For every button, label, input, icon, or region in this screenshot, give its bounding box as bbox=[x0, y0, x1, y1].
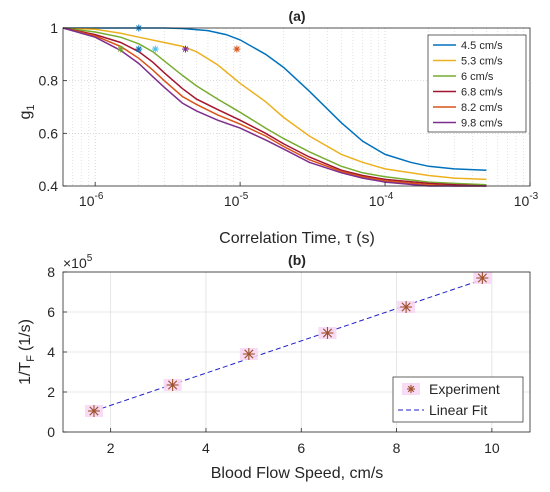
experiment-point bbox=[163, 379, 182, 391]
x-tick-label-a: 10-6 bbox=[79, 191, 104, 209]
x-tick-label-b: 4 bbox=[202, 440, 210, 456]
legend-label: 6.8 cm/s bbox=[461, 87, 503, 99]
marker-star bbox=[87, 405, 100, 417]
ticks-b: 2 4 6 8 10 0 2 4 6 8 bbox=[47, 264, 500, 456]
ylabel-b-main: 1/T bbox=[17, 362, 34, 385]
y-tick-label-a: 1 bbox=[50, 20, 58, 36]
y-tick-label-a: 0.8 bbox=[39, 73, 59, 89]
x-tick-label-a: 10-5 bbox=[224, 191, 249, 209]
marker-star bbox=[476, 272, 489, 284]
series-marker bbox=[117, 45, 125, 53]
legend-box-a bbox=[427, 34, 527, 133]
legend-entry-fit: Linear Fit bbox=[398, 402, 487, 418]
series-line bbox=[62, 27, 487, 186]
x-tick-exp: -3 bbox=[529, 191, 538, 202]
x-tick-label-b: 6 bbox=[297, 440, 305, 456]
ylabel-b: 1/TF (1/s) bbox=[17, 319, 37, 385]
ylabel-a: g1 bbox=[17, 104, 37, 119]
legend-label: Experiment bbox=[429, 381, 500, 397]
x-tick-label-b: 10 bbox=[484, 440, 500, 456]
ylabel-a-main: g bbox=[17, 111, 34, 120]
x-tick-base: 10 bbox=[514, 193, 530, 209]
marker-star bbox=[242, 348, 255, 360]
marker-star bbox=[400, 301, 413, 313]
x-tick-exp: -6 bbox=[94, 191, 103, 202]
legend-b: Experiment Linear Fit bbox=[392, 376, 524, 423]
legend-entry-experiment: Experiment bbox=[402, 381, 500, 397]
series-line bbox=[62, 27, 487, 181]
ylabel-b-unit: (1/s) bbox=[17, 319, 34, 351]
x-tick-base: 10 bbox=[79, 193, 95, 209]
fit-line-b bbox=[93, 279, 483, 412]
y-tick-label-a: 0.6 bbox=[39, 125, 59, 141]
panel-a: 10-6 10-5 10-4 10-30.40.60.81 (a) Correlati… bbox=[17, 8, 539, 247]
x-tick-label-a: 10-4 bbox=[369, 191, 394, 209]
experiment-points-b bbox=[84, 272, 492, 417]
title-b: (b) bbox=[288, 252, 306, 268]
series-line bbox=[62, 27, 487, 187]
ylabel-a-sub: 1 bbox=[25, 104, 37, 110]
linear-fit-line bbox=[93, 279, 483, 412]
x-tick-label-a: 10-3 bbox=[514, 191, 539, 209]
y-tick-label-b: 4 bbox=[47, 344, 55, 360]
xlabel-a: Correlation Time, τ (s) bbox=[219, 230, 375, 247]
y-multiplier-base: ×10 bbox=[63, 255, 87, 271]
x-tick-label-b: 2 bbox=[107, 440, 115, 456]
y-tick-label-b: 2 bbox=[47, 384, 55, 400]
y-multiplier-exp: 5 bbox=[87, 253, 93, 264]
series-marker bbox=[135, 45, 143, 53]
experiment-point bbox=[473, 272, 492, 284]
legend-label: 4.5 cm/s bbox=[461, 40, 503, 52]
x-tick-exp: -5 bbox=[239, 191, 248, 202]
y-tick-label-a: 0.4 bbox=[39, 178, 59, 194]
x-tick-label-b: 8 bbox=[393, 440, 401, 456]
marker-star bbox=[166, 379, 179, 391]
legend-a: 4.5 cm/s 5.3 cm/s 6 cm/s 6.8 cm/s 8.2 cm/s 9.… bbox=[427, 34, 527, 133]
axes-box-a bbox=[62, 27, 531, 187]
legend-label: 9.8 cm/s bbox=[461, 118, 503, 130]
series-marker bbox=[151, 45, 159, 53]
experiment-point bbox=[239, 348, 258, 360]
y-tick-label-b: 8 bbox=[47, 264, 55, 280]
series-marker bbox=[181, 45, 189, 53]
legend-label: Linear Fit bbox=[429, 402, 487, 418]
series-marker bbox=[233, 45, 241, 53]
xlabel-b: Blood Flow Speed, cm/s bbox=[211, 465, 384, 482]
ticks-a: 10-6 10-5 10-4 10-30.40.60.81 bbox=[39, 20, 539, 209]
ylabel-b-sub: F bbox=[25, 355, 37, 362]
y-tick-label-b: 6 bbox=[47, 304, 55, 320]
marker-star bbox=[407, 385, 415, 393]
x-tick-base: 10 bbox=[224, 193, 240, 209]
marker-star bbox=[321, 327, 334, 339]
experiment-point bbox=[84, 405, 103, 417]
x-tick-exp: -4 bbox=[384, 191, 393, 202]
y-multiplier-b: ×105 bbox=[63, 253, 93, 271]
y-tick-label-b: 0 bbox=[47, 424, 55, 440]
legend-label: 8.2 cm/s bbox=[461, 102, 503, 114]
experiment-point bbox=[318, 327, 337, 339]
title-a: (a) bbox=[288, 8, 305, 24]
experiment-point bbox=[397, 301, 416, 313]
x-tick-base: 10 bbox=[369, 193, 385, 209]
panel-b: 2 4 6 8 10 0 2 4 6 8 (b) ×105 Blood Flow Speed, c… bbox=[17, 252, 531, 482]
legend-label: 5.3 cm/s bbox=[461, 56, 503, 68]
legend-label: 6 cm/s bbox=[461, 71, 494, 83]
